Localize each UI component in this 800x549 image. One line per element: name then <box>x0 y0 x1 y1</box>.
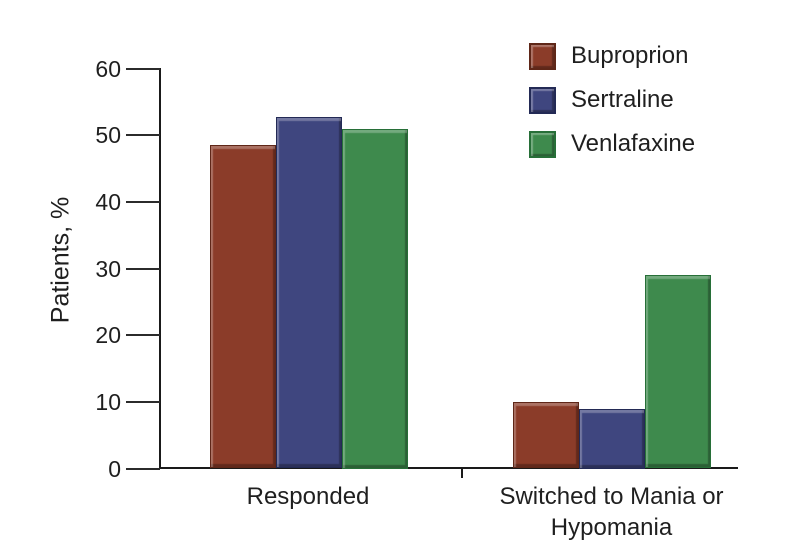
y-tick-mark <box>126 200 160 203</box>
buproprion-swatch-icon <box>529 42 556 70</box>
y-tick-mark <box>126 467 160 470</box>
legend-label-venlafaxine: Venlafaxine <box>571 130 696 157</box>
y-tick-label: 10 <box>95 388 121 415</box>
y-tick-mark <box>126 67 160 70</box>
legend-item-sertraline: Sertraline <box>529 86 695 114</box>
x-axis-line <box>159 467 738 469</box>
sertraline-swatch-icon <box>529 86 556 114</box>
bar-venlafaxine-switched <box>644 275 711 469</box>
y-tick-label: 0 <box>108 455 121 482</box>
legend-item-venlafaxine: Venlafaxine <box>529 130 695 158</box>
y-tick-mark <box>126 400 160 403</box>
category-label-switched: Switched to Mania or Hypomania <box>499 483 724 541</box>
y-tick-label: 40 <box>95 188 121 215</box>
x-axis-tick <box>461 469 463 478</box>
y-tick-label: 50 <box>95 122 121 149</box>
bar-sertraline-responded <box>275 117 342 469</box>
y-tick-mark <box>126 334 160 337</box>
y-axis-line <box>159 68 161 469</box>
y-tick-label: 60 <box>95 55 121 82</box>
bar-sertraline-switched <box>578 408 645 469</box>
legend-label-buproprion: Buproprion <box>571 42 689 69</box>
bar-venlafaxine-responded <box>341 128 408 469</box>
venlafaxine-swatch-icon <box>529 130 556 158</box>
bar-buproprion-switched <box>512 401 579 469</box>
legend: Buproprion Sertraline Venlafaxine <box>529 42 695 174</box>
legend-label-sertraline: Sertraline <box>571 86 674 113</box>
y-tick-mark <box>126 134 160 137</box>
y-tick-label: 30 <box>95 255 121 282</box>
legend-item-buproprion: Buproprion <box>529 42 695 70</box>
category-label-responded: Responded <box>246 483 370 510</box>
y-tick-mark <box>126 267 160 270</box>
bar-buproprion-responded <box>209 145 276 469</box>
y-tick-label: 20 <box>95 322 121 349</box>
